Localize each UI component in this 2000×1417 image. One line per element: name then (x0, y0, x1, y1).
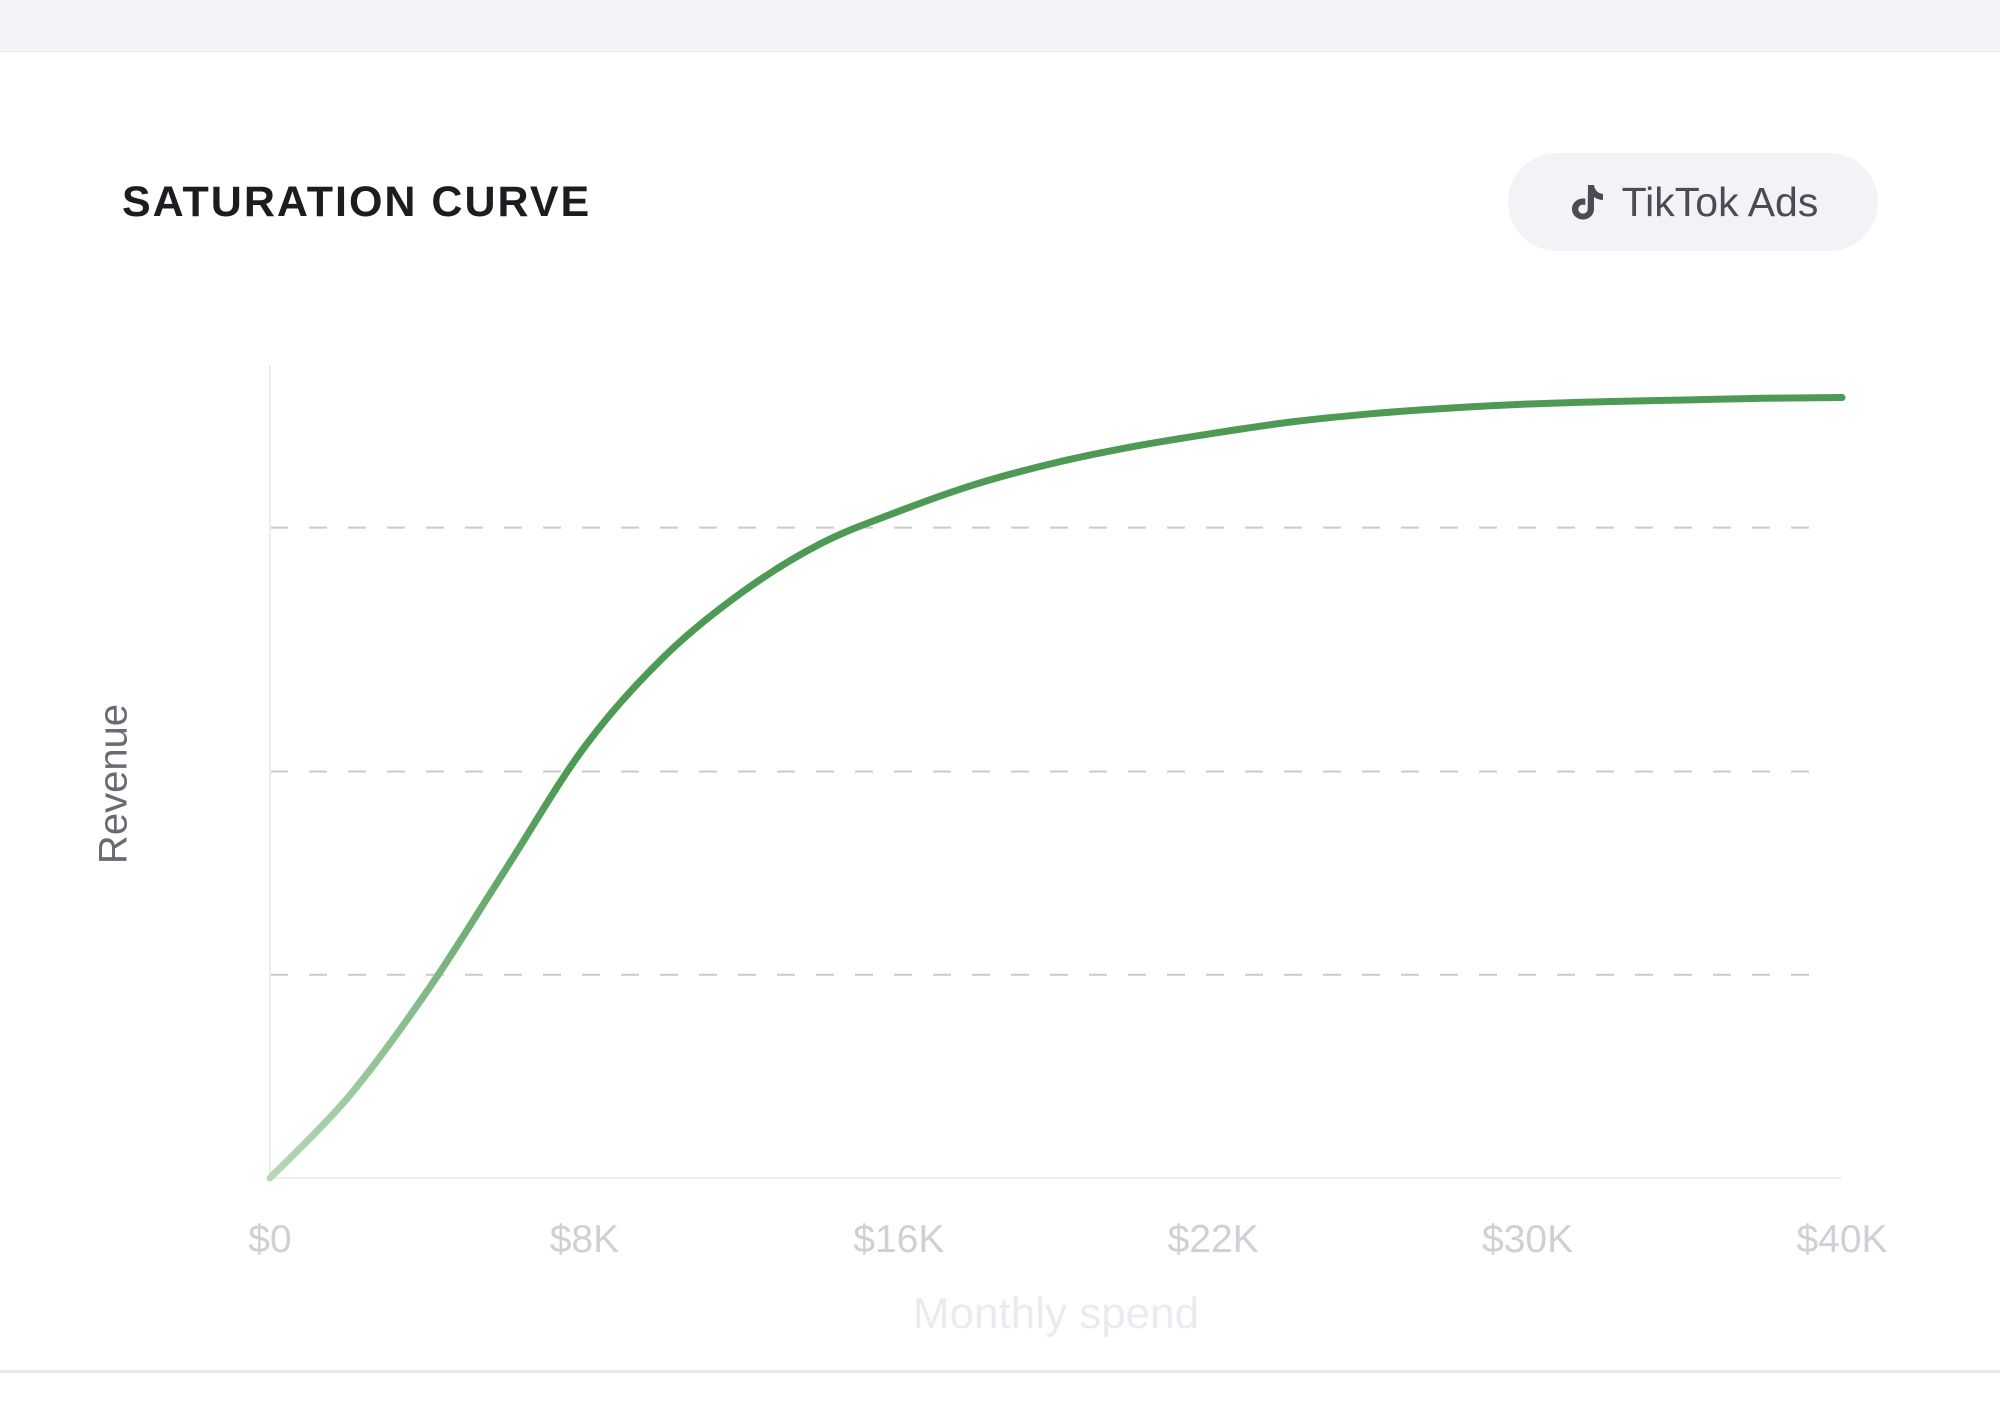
tiktok-icon (1568, 181, 1606, 223)
x-tick-label: $22K (1168, 1218, 1259, 1261)
channel-pill[interactable]: TikTok Ads (1508, 153, 1878, 251)
saturation-curve-line (266, 394, 1846, 1182)
top-strip (0, 0, 2000, 52)
series-layer (266, 394, 1846, 1182)
card-title: SATURATION CURVE (122, 178, 592, 226)
chart-card (0, 52, 2000, 1372)
x-tick-label: $8K (550, 1218, 619, 1261)
axes (269, 365, 1842, 1179)
x-tick-label: $0 (248, 1218, 291, 1261)
card-bottom-border (0, 1370, 2000, 1373)
grid-lines (270, 526, 1822, 976)
x-tick-label: $40K (1796, 1218, 1887, 1261)
x-tick-label: $16K (853, 1218, 944, 1261)
channel-pill-label: TikTok Ads (1621, 178, 1819, 225)
x-axis-label: Monthly spend (912, 1289, 1200, 1338)
x-tick-labels: $0 $8K $16K $22K $30K $40K (248, 1218, 1887, 1261)
x-tick-label: $30K (1482, 1218, 1573, 1261)
